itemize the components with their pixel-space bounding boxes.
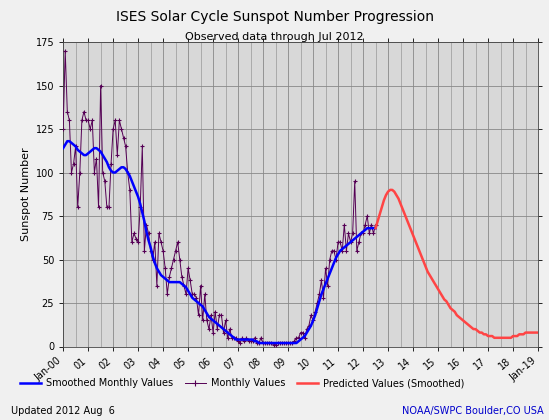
Predicted Values (Smoothed) xyxy=(387,187,394,192)
Predicted Values (Smoothed) xyxy=(414,243,421,248)
Predicted Values (Smoothed) xyxy=(439,294,445,299)
Monthly Values xyxy=(372,222,379,227)
Smoothed Monthly Values xyxy=(283,341,289,346)
Line: Monthly Values: Monthly Values xyxy=(61,48,378,347)
Predicted Values (Smoothed) xyxy=(535,330,541,335)
Text: Observed data through Jul 2012: Observed data through Jul 2012 xyxy=(185,32,364,42)
Monthly Values xyxy=(172,248,179,253)
Smoothed Monthly Values xyxy=(214,321,221,326)
Predicted Values (Smoothed) xyxy=(418,254,425,259)
Monthly Values xyxy=(283,341,289,346)
Smoothed Monthly Values xyxy=(370,226,377,231)
Smoothed Monthly Values xyxy=(60,146,66,151)
Monthly Values xyxy=(214,327,221,332)
Y-axis label: Sunspot Number: Sunspot Number xyxy=(21,147,31,241)
Monthly Values xyxy=(60,126,66,131)
Smoothed Monthly Values xyxy=(172,280,179,285)
Predicted Values (Smoothed) xyxy=(491,335,497,340)
Monthly Values xyxy=(260,341,266,346)
Monthly Values xyxy=(270,342,277,347)
Line: Predicted Values (Smoothed): Predicted Values (Smoothed) xyxy=(376,190,538,338)
Text: ISES Solar Cycle Sunspot Number Progression: ISES Solar Cycle Sunspot Number Progress… xyxy=(115,10,434,24)
Legend: Smoothed Monthly Values, Monthly Values, Predicted Values (Smoothed): Smoothed Monthly Values, Monthly Values,… xyxy=(16,374,469,392)
Predicted Values (Smoothed) xyxy=(372,226,379,231)
Monthly Values xyxy=(251,335,258,340)
Smoothed Monthly Values xyxy=(256,341,262,346)
Predicted Values (Smoothed) xyxy=(495,335,502,340)
Smoothed Monthly Values xyxy=(251,339,258,344)
Text: Updated 2012 Aug  6: Updated 2012 Aug 6 xyxy=(11,406,115,416)
Monthly Values xyxy=(62,48,69,53)
Smoothed Monthly Values xyxy=(262,341,268,346)
Line: Smoothed Monthly Values: Smoothed Monthly Values xyxy=(63,141,376,343)
Text: NOAA/SWPC Boulder,CO USA: NOAA/SWPC Boulder,CO USA xyxy=(402,406,544,416)
Smoothed Monthly Values xyxy=(64,139,71,144)
Predicted Values (Smoothed) xyxy=(468,325,475,330)
Smoothed Monthly Values xyxy=(372,226,379,231)
Predicted Values (Smoothed) xyxy=(441,297,447,302)
Monthly Values xyxy=(370,231,377,236)
